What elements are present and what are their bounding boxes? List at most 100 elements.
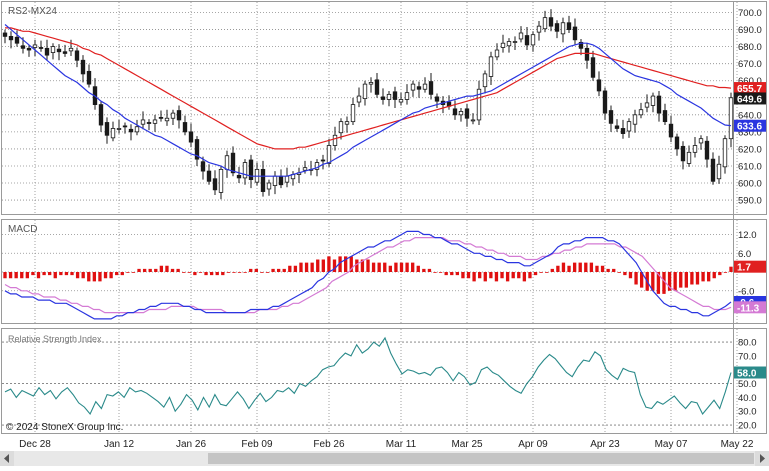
candle-body bbox=[716, 163, 722, 180]
candle-body bbox=[218, 168, 224, 193]
candle-body bbox=[668, 123, 674, 138]
macd-histogram-bar bbox=[545, 272, 549, 273]
candle-body bbox=[44, 47, 50, 56]
rsi-y-tick-label: 70.0 bbox=[738, 351, 757, 362]
copyright-text: © 2024 StoneX Group Inc. bbox=[6, 422, 123, 433]
candle-body bbox=[590, 57, 596, 78]
macd-histogram-bar bbox=[293, 265, 298, 272]
candle-body bbox=[362, 83, 368, 100]
x-tick-label: Apr 09 bbox=[518, 439, 548, 450]
rsi-y-tick-label: 80.0 bbox=[738, 338, 757, 349]
price-y-tick-label: 690.0 bbox=[738, 25, 762, 36]
candle-body bbox=[722, 138, 728, 168]
macd-value-tag-label: -11.3 bbox=[737, 303, 760, 314]
candle-body bbox=[662, 110, 668, 123]
macd-histogram-bar bbox=[595, 265, 599, 272]
candle-body bbox=[698, 138, 704, 144]
price-tag-label: 655.7 bbox=[737, 84, 762, 95]
macd-histogram-bar bbox=[539, 272, 543, 273]
candle-body bbox=[386, 93, 392, 100]
macd-histogram-bar bbox=[673, 272, 677, 291]
candle-body bbox=[470, 119, 476, 122]
macd-panel-frame bbox=[1, 219, 767, 324]
scroll-left-arrow-icon[interactable] bbox=[0, 451, 14, 466]
macd-value-tag-box bbox=[734, 301, 766, 314]
rsi-y-tick-label: 30.0 bbox=[738, 407, 757, 418]
candle-body bbox=[656, 95, 662, 114]
candle-body bbox=[572, 26, 578, 41]
candle-body bbox=[542, 17, 548, 30]
macd-histogram-bar bbox=[422, 268, 426, 272]
candle-body bbox=[350, 104, 356, 123]
candle-body bbox=[416, 86, 422, 90]
candle-body bbox=[104, 122, 110, 136]
candle-body bbox=[518, 32, 524, 40]
macd-histogram-bar bbox=[221, 272, 225, 276]
candle-body bbox=[98, 104, 104, 126]
moving-average-fast-line bbox=[4, 24, 732, 177]
candle-body bbox=[674, 136, 680, 150]
macd-histogram-bar bbox=[53, 272, 57, 279]
horizontal-scrollbar-thumb[interactable] bbox=[208, 453, 754, 464]
candle-body bbox=[494, 49, 500, 58]
macd-histogram-bar bbox=[109, 272, 113, 279]
rsi-line bbox=[4, 336, 732, 416]
macd-histogram-bar bbox=[215, 272, 219, 276]
candle-body bbox=[140, 119, 146, 125]
candle-body bbox=[278, 175, 284, 186]
macd-histogram-bar bbox=[572, 262, 577, 272]
x-tick-label: Mar 11 bbox=[386, 439, 417, 450]
macd-histogram-bar bbox=[271, 268, 275, 272]
candle-body bbox=[50, 46, 56, 53]
macd-histogram-bar bbox=[20, 272, 24, 279]
macd-histogram-bar bbox=[517, 272, 521, 279]
candle-body bbox=[326, 145, 332, 164]
macd-histogram-bar bbox=[204, 272, 208, 276]
rsi-value-tag-box bbox=[734, 366, 766, 379]
macd-title: MACD bbox=[8, 224, 37, 235]
scroll-right-arrow-icon[interactable] bbox=[755, 451, 769, 466]
x-tick-label: May 22 bbox=[721, 439, 754, 450]
candle-body bbox=[368, 82, 374, 85]
candle-body bbox=[158, 116, 164, 119]
macd-histogram-bar bbox=[634, 272, 638, 285]
candle-body bbox=[62, 51, 68, 54]
macd-histogram-bar bbox=[718, 272, 722, 276]
macd-histogram-bar bbox=[282, 268, 286, 272]
x-tick-label: Feb 09 bbox=[241, 439, 273, 450]
candle-body bbox=[344, 121, 350, 125]
macd-histogram-bar bbox=[142, 268, 147, 272]
candle-body bbox=[248, 159, 254, 181]
candle-body bbox=[80, 59, 86, 75]
macd-histogram-bar bbox=[567, 265, 571, 272]
macd-histogram-bar bbox=[388, 265, 393, 272]
candle-body bbox=[122, 125, 128, 128]
macd-histogram-bar bbox=[126, 272, 130, 273]
macd-histogram-bar bbox=[154, 268, 158, 272]
candle-body bbox=[530, 34, 536, 46]
macd-y-tick-label: 6.0 bbox=[738, 249, 751, 260]
candle-body bbox=[626, 121, 632, 132]
price-y-tick-label: 670.0 bbox=[738, 59, 762, 70]
macd-histogram-bar bbox=[265, 272, 270, 273]
macd-histogram-bar bbox=[92, 272, 97, 282]
macd-histogram-bar bbox=[623, 272, 627, 276]
candle-body bbox=[548, 17, 554, 27]
candle-body bbox=[452, 108, 458, 116]
candle-body bbox=[266, 182, 272, 190]
macd-histogram-bar bbox=[533, 272, 538, 276]
price-tag-box bbox=[734, 119, 766, 132]
macd-histogram-bar bbox=[276, 268, 281, 272]
candle-body bbox=[176, 110, 182, 121]
macd-histogram-bar bbox=[416, 265, 420, 272]
candle-body bbox=[170, 112, 176, 119]
candle-body bbox=[638, 109, 644, 116]
candle-body bbox=[236, 174, 242, 179]
x-tick-label: Mar 25 bbox=[451, 439, 483, 450]
macd-histogram-bar bbox=[701, 272, 705, 282]
price-y-tick-label: 590.0 bbox=[738, 196, 762, 207]
macd-histogram-bar bbox=[455, 272, 460, 276]
candle-body bbox=[200, 161, 206, 172]
candle-body bbox=[602, 90, 608, 114]
macd-histogram-bar bbox=[260, 272, 264, 273]
